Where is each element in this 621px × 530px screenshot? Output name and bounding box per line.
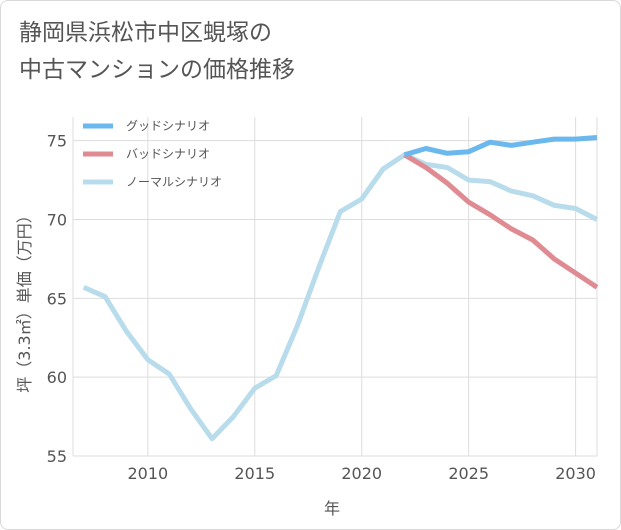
x-tick-label: 2030 (555, 464, 596, 483)
y-tick-label: 65 (47, 289, 67, 308)
y-tick-label: 55 (47, 447, 67, 466)
legend-label-2: バッドシナリオ (126, 147, 210, 161)
series-line-2 (403, 152, 599, 290)
series-line-3 (82, 152, 599, 442)
chart-title-line-1: 静岡県浜松市中区蜆塚の (19, 20, 272, 46)
tick-labels: 55 60 65 70 75 2010 2015 2020 2025 2030 (47, 132, 596, 483)
y-axis-title: 坪（3.3㎡）単価（万円） (15, 207, 34, 392)
series-lines (82, 135, 599, 442)
legend-label-3: ノーマルシナリオ (126, 175, 222, 189)
x-tick-label: 2010 (127, 464, 168, 483)
y-tick-label: 60 (47, 368, 67, 387)
legend-label-1: グッドシナリオ (126, 119, 210, 133)
grid (72, 117, 598, 457)
y-tick-label: 70 (47, 210, 67, 229)
chart-title: 静岡県浜松市中区蜆塚の 中古マンションの価格推移 (19, 15, 295, 89)
y-tick-label: 75 (47, 132, 67, 151)
series-line-1 (403, 135, 598, 158)
x-tick-label: 2025 (448, 464, 489, 483)
chart-title-line-2: 中古マンションの価格推移 (19, 57, 295, 83)
x-axis-title: 年 (324, 499, 340, 518)
x-tick-label: 2015 (234, 464, 275, 483)
x-tick-label: 2020 (341, 464, 382, 483)
